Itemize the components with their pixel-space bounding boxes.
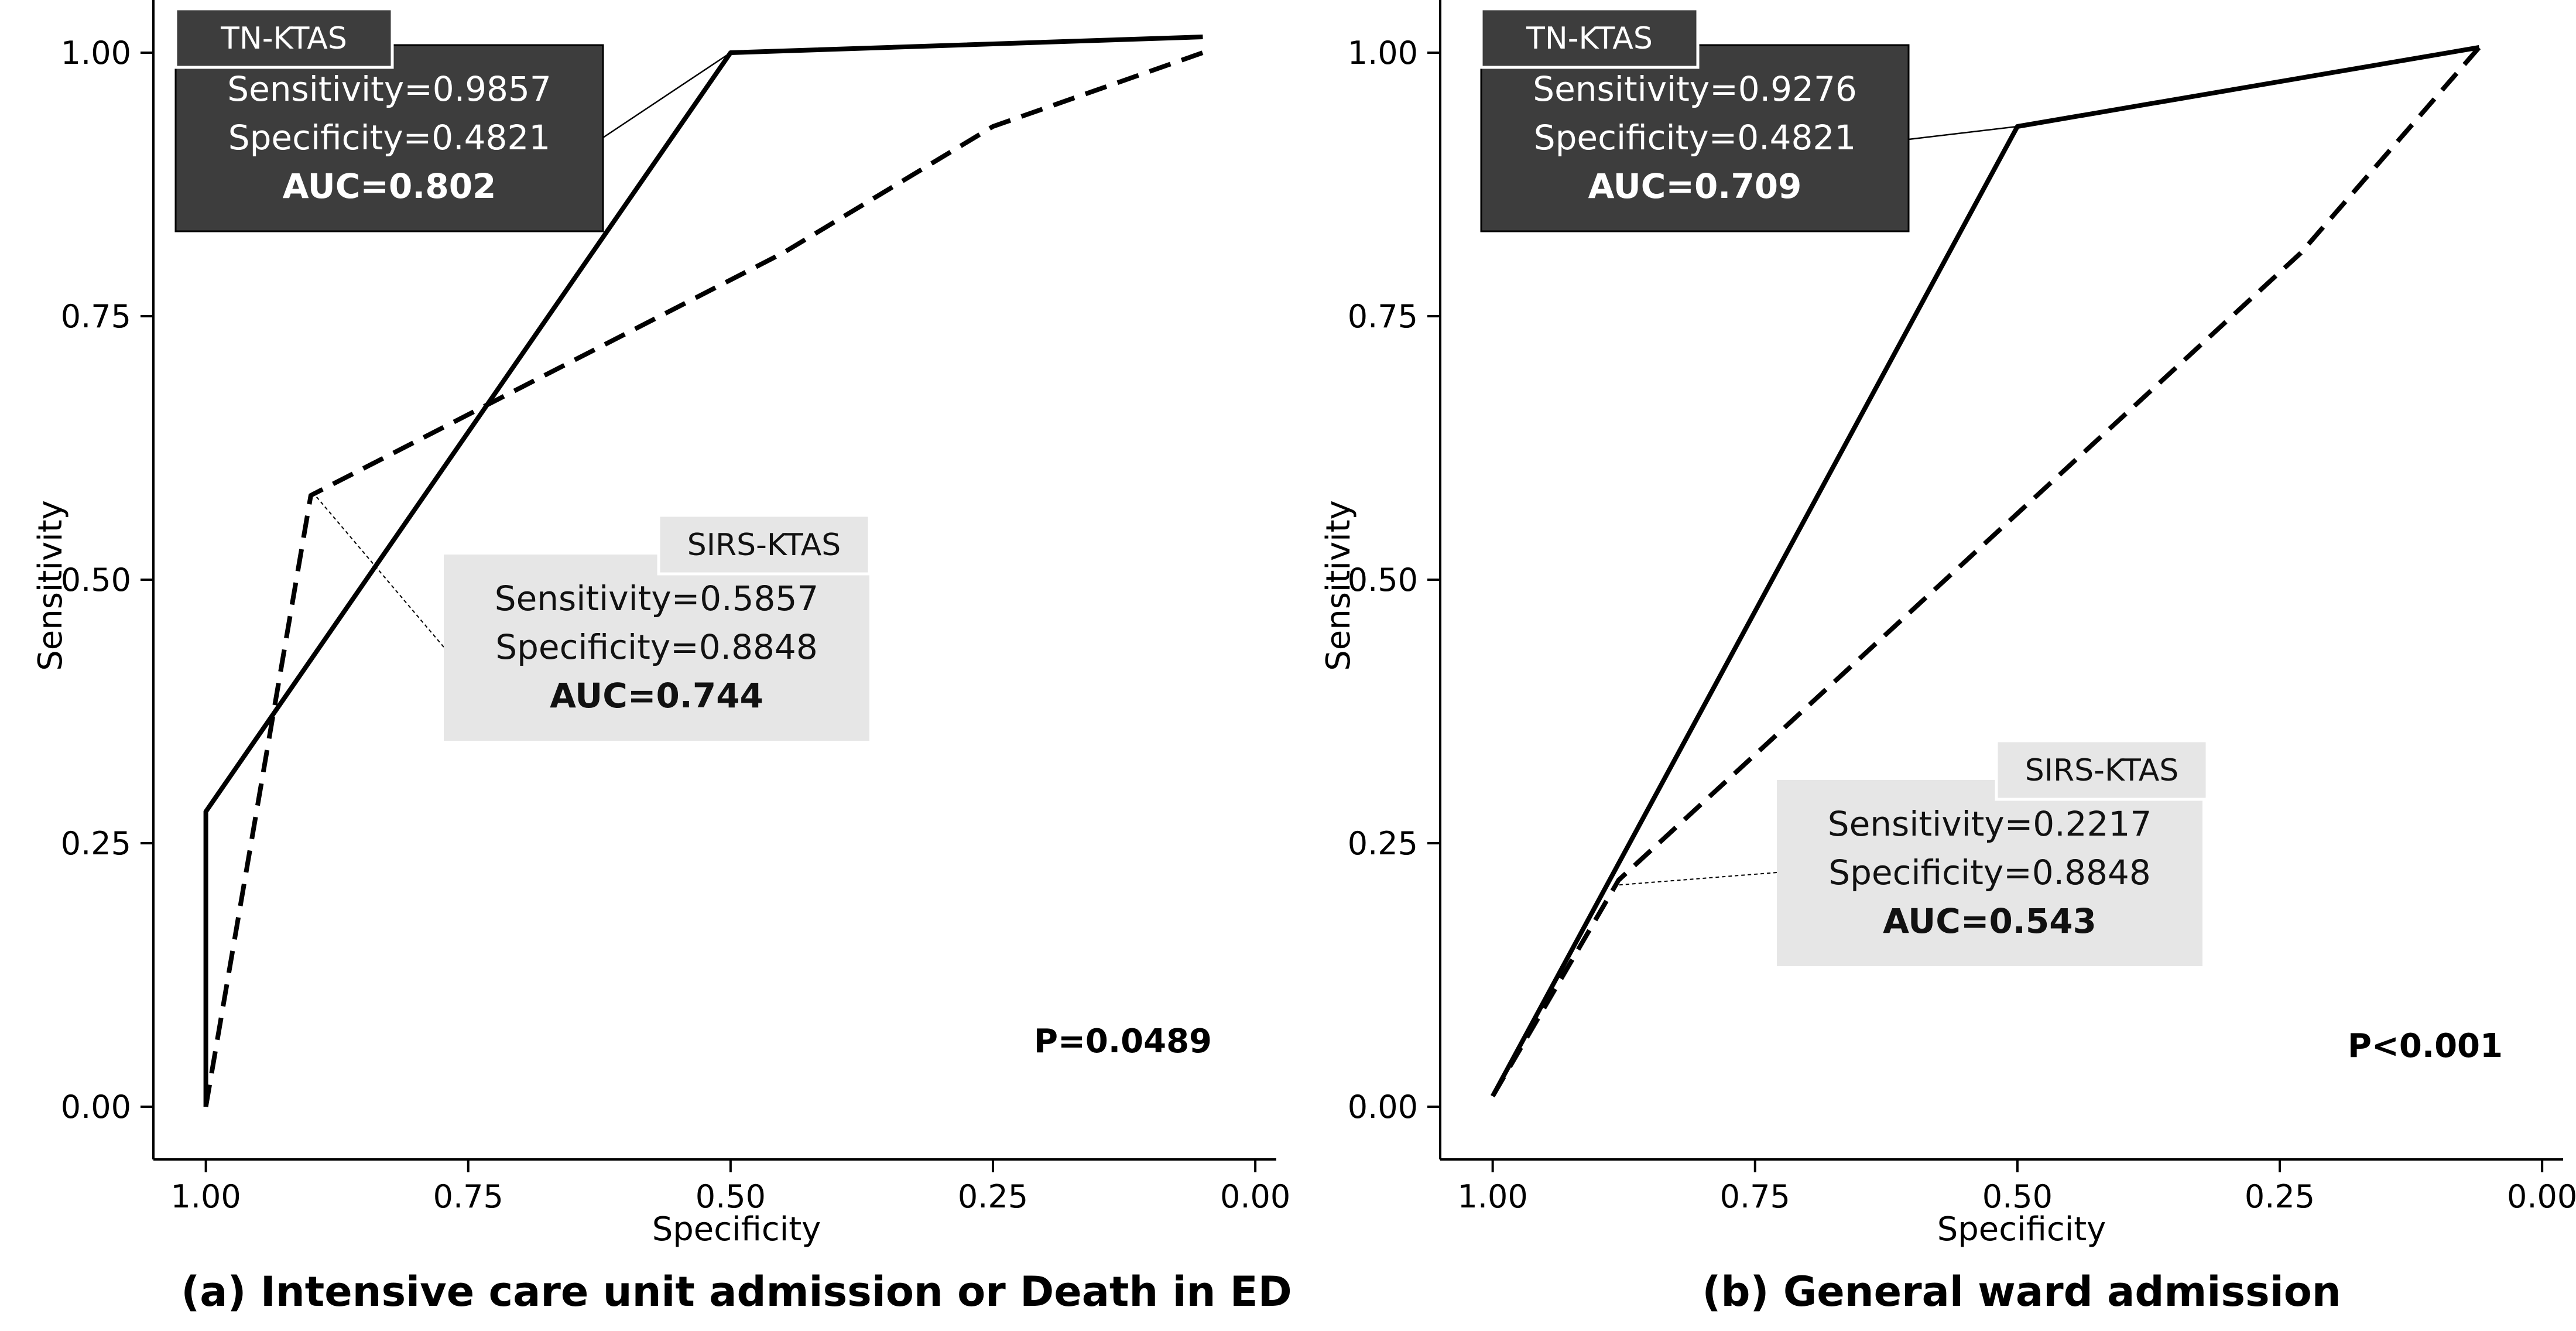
annotation-stat-line: Specificity=0.8848: [1828, 853, 2150, 892]
annotation-tag: [1479, 7, 1700, 69]
annotation-auc: AUC=0.543: [1883, 901, 2097, 941]
annotation-tn-ktas: TN-KTAS Sensitivity=0.9276 Specificity=0.4…: [1479, 7, 2018, 232]
y-tick-label: 0.75: [1348, 298, 1418, 335]
series-line-tn-ktas: [1491, 45, 2480, 1097]
x-tick-label: 0.75: [1720, 1178, 1790, 1215]
annotation-tag: [657, 514, 871, 576]
x-axis-title: Specificity: [652, 1210, 821, 1248]
y-tick-label: 1.00: [61, 35, 131, 71]
annotation-sirs-ktas: SIRS-KTAS Sensitivity=0.5857 Specificity=0…: [310, 490, 871, 741]
y-tick-label: 1.00: [1348, 35, 1418, 71]
x-tick-label: 1.00: [171, 1178, 241, 1215]
x-axis-title: Specificity: [1937, 1210, 2106, 1248]
annotation-auc: AUC=0.802: [283, 166, 496, 206]
annotation-tag-label: TN-KTAS: [220, 21, 347, 56]
y-tick-label: 0.00: [1348, 1089, 1418, 1125]
series-line-sirs-ktas: [1491, 46, 2481, 1098]
annotation-leader-line: [1613, 872, 1777, 886]
y-axis-title: Sensitivity: [1320, 500, 1358, 671]
p-value-label: P=0.0489: [1034, 1022, 1212, 1060]
annotation-stat-line: Sensitivity=0.2217: [1828, 804, 2152, 844]
annotation-tag-label: SIRS-KTAS: [687, 528, 841, 563]
x-tick-label: 0.00: [1220, 1178, 1290, 1215]
annotation-stat-line: Specificity=0.4821: [228, 118, 550, 158]
x-tick-label: 0.50: [1982, 1178, 2053, 1215]
annotation-stat-line: Sensitivity=0.9857: [227, 69, 551, 109]
annotation-sirs-ktas: SIRS-KTAS Sensitivity=0.2217 Specificity=0…: [1613, 739, 2209, 966]
annotation-tn-ktas: TN-KTAS Sensitivity=0.9857 Specificity=0.4…: [174, 7, 731, 232]
chart-panel-2: 0.00 0.25 0.50 0.75 1.00 1.00 0.75 0.50 0.25 0.00…: [1320, 0, 2576, 1316]
x-tick-label: 0.25: [958, 1178, 1028, 1215]
annotation-tag: [1995, 739, 2209, 801]
annotation-stat-line: Sensitivity=0.5857: [495, 579, 819, 618]
y-tick-label: 0.00: [61, 1089, 131, 1125]
chart-title: (a) Intensive care unit admission or Dea…: [181, 1268, 1292, 1316]
x-tick-label: 0.25: [2245, 1178, 2315, 1215]
x-tick-label: 0.50: [696, 1178, 766, 1215]
annotation-stat-line: Specificity=0.8848: [495, 627, 817, 667]
chart-panel-1: 0.00 0.25 0.50 0.75 1.00 1.00 0.75 0.50 0.25 0.00…: [32, 0, 1292, 1316]
y-axis-title: Sensitivity: [32, 500, 70, 671]
annotation-leader-line: [310, 490, 444, 648]
x-tick-label: 0.00: [2507, 1178, 2576, 1215]
annotation-auc: AUC=0.709: [1588, 166, 1802, 206]
y-tick-label: 0.50: [1348, 562, 1418, 598]
x-tick-label: 0.75: [433, 1178, 503, 1215]
y-tick-label: 0.25: [61, 825, 131, 862]
chart-title: (b) General ward admission: [1702, 1268, 2341, 1316]
annotation-leader-line: [1908, 125, 2018, 141]
annotation-tag: [174, 7, 394, 69]
p-value-label: P<0.001: [2348, 1027, 2503, 1065]
annotation-stat-line: Sensitivity=0.9276: [1533, 69, 1857, 109]
annotation-leader-line: [602, 52, 731, 139]
series-line-sirs-ktas: [203, 50, 1204, 1107]
annotation-tag-label: TN-KTAS: [1526, 21, 1653, 56]
y-tick-label: 0.75: [61, 298, 131, 335]
annotation-stat-line: Specificity=0.4821: [1534, 118, 1856, 158]
annotation-tag-label: SIRS-KTAS: [2025, 753, 2179, 788]
y-tick-label: 0.25: [1348, 825, 1418, 862]
series-line-tn-ktas: [203, 35, 1203, 1107]
annotation-box: [444, 555, 869, 741]
annotation-auc: AUC=0.744: [550, 676, 763, 716]
annotation-box: [1777, 780, 2202, 966]
x-tick-label: 1.00: [1458, 1178, 1528, 1215]
y-tick-label: 0.50: [61, 562, 131, 598]
